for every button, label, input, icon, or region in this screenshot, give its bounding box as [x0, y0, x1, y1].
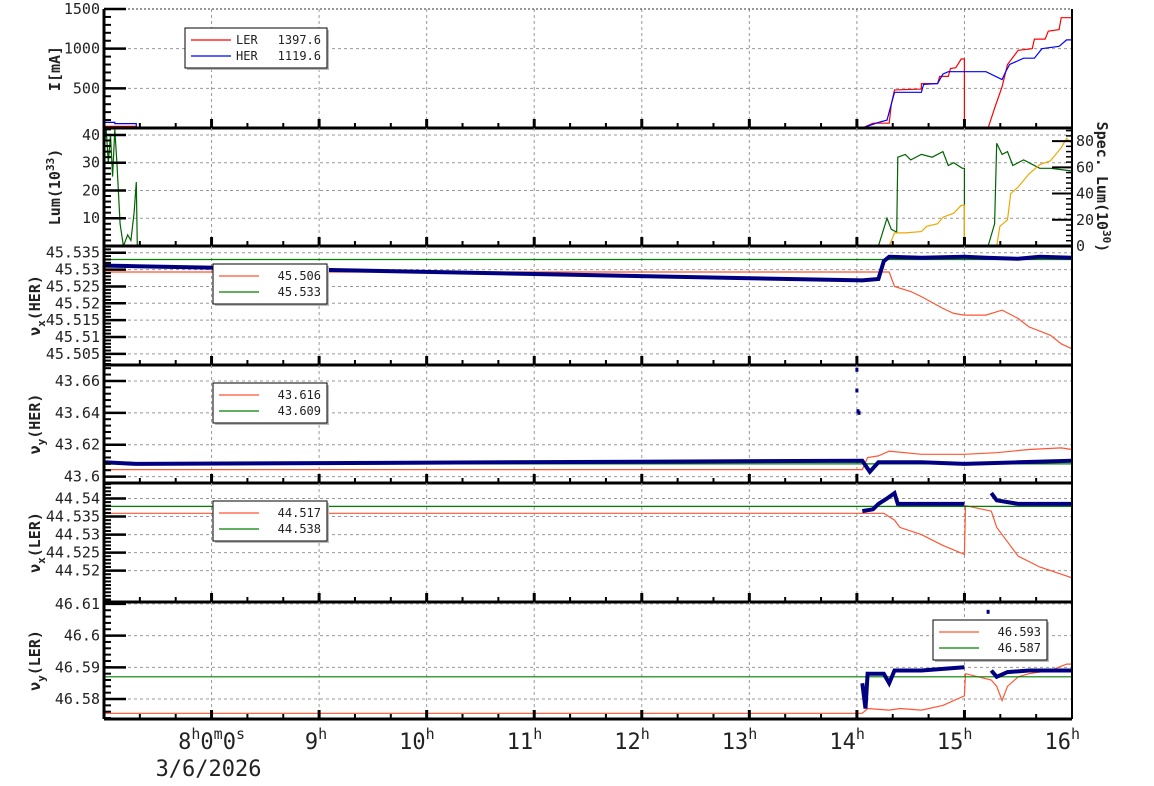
y-tick-label: 45.505: [46, 345, 100, 363]
y-tick-label: 43.66: [55, 372, 100, 390]
y-tick-label: 46.6: [64, 627, 100, 645]
data-point-outliers: [855, 388, 859, 393]
x-tick-label: 13h: [722, 725, 758, 755]
x-tick-label: 16h: [1044, 725, 1080, 755]
y-tick-label: 45.53: [55, 261, 100, 279]
y-tick-label: 45.52: [55, 294, 100, 312]
x-tick-label: 10h: [399, 725, 435, 755]
y-right-tick-label: 40: [1076, 185, 1094, 203]
legend-box: [212, 263, 328, 305]
y-tick-label: 46.59: [55, 658, 100, 676]
y-tick-label: 44.53: [55, 526, 100, 544]
y-right-tick-label: 20: [1076, 211, 1094, 229]
legend: 45.506 45.533: [212, 263, 329, 306]
data-point-outliers: [986, 609, 990, 614]
legend-box: [932, 619, 1048, 661]
legend-value: 44.538: [278, 522, 321, 536]
series-line-measured: [861, 489, 965, 514]
series-line-ref-red: [104, 663, 1072, 714]
y-tick-label: 45.525: [46, 277, 100, 295]
series-line-LER: [104, 17, 1072, 128]
panel-nuy-her: 43.6 43.62 43.64 43.66 νy(HER) 43.616 43.609: [26, 365, 1073, 486]
y-tick-label: 500: [73, 79, 100, 97]
series-line-measured-2: [989, 668, 1072, 680]
x-tick-label: 14h: [829, 725, 865, 755]
y-tick-label: 46.58: [55, 690, 100, 708]
legend-label: LER: [236, 33, 258, 47]
series-line-ref-red: [104, 447, 1072, 471]
y-tick-label: 45.535: [46, 244, 100, 262]
series-line-measured: [860, 665, 965, 709]
y-tick-label: 20: [82, 181, 100, 199]
series-line-Spec. Lum: [104, 137, 1072, 246]
y-tick-label: 1000: [64, 40, 100, 58]
y-tick-label: 43.64: [55, 404, 100, 422]
series-line-measured-2: [989, 491, 1072, 506]
y-tick-label: 45.51: [55, 328, 100, 346]
y-tick-label: 40: [82, 126, 100, 144]
panel-nuy-ler: 46.58 46.59 46.6 46.61 νy(LER) 46.593 46.587: [26, 595, 1073, 721]
y-tick-label: 44.535: [46, 508, 100, 526]
y-axis-title: νx(LER): [26, 512, 48, 573]
y-tick-label: 45.515: [46, 311, 100, 329]
legend-value: 1397.6: [278, 33, 321, 47]
y-right-axis-title: Spec. Lum(1030): [1093, 122, 1113, 253]
y-axis-title: νx(HER): [26, 275, 48, 336]
y-axis-title: Lum(1033): [44, 149, 64, 225]
x-tick-label: 8h0m0s: [178, 725, 245, 755]
series-line-measured: [104, 254, 1072, 283]
legend-value: 45.533: [278, 285, 321, 299]
x-tick-label: 9h: [305, 725, 327, 755]
data-point-outliers: [855, 367, 859, 372]
y-axis-title: νy(HER): [26, 394, 48, 455]
legend-value: 44.517: [278, 506, 321, 520]
y-tick-label: 44.54: [55, 490, 100, 508]
legend: 46.593 46.587: [932, 619, 1049, 662]
y-tick-label: 43.62: [55, 436, 100, 454]
legend: LER 1397.6 HER 1119.6: [184, 27, 329, 70]
y-tick-label: 1500: [64, 0, 100, 18]
legend-box: [212, 382, 328, 424]
x-tick-label: 11h: [507, 725, 543, 755]
panel-current: 500 1000 1500 I[mA] LER 1397.6 HER 1119.6: [46, 0, 1073, 130]
legend-value: 46.587: [998, 641, 1041, 655]
legend-value: 43.609: [278, 404, 321, 418]
x-axis-date: 3/6/2026: [156, 757, 262, 782]
series-line-Lum: [104, 129, 1072, 246]
y-tick-label: 46.61: [55, 595, 100, 613]
y-tick-label: 44.525: [46, 544, 100, 562]
legend-value: 43.616: [278, 388, 321, 402]
x-tick-label: 12h: [614, 725, 650, 755]
legend-box: [212, 500, 328, 542]
legend: 43.616 43.609: [212, 382, 329, 425]
legend-value: 1119.6: [278, 49, 321, 63]
legend-label: HER: [236, 49, 258, 63]
y-tick-label: 44.52: [55, 562, 100, 580]
y-axis-title: I[mA]: [46, 46, 64, 91]
y-tick-label: 10: [82, 209, 100, 227]
legend: 44.517 44.538: [212, 500, 329, 543]
series-line-measured: [104, 458, 1072, 476]
y-right-tick-label: 80: [1076, 132, 1094, 150]
legend-box: [184, 27, 328, 69]
y-tick-label: 43.6: [64, 468, 100, 486]
y-right-tick-label: 0: [1076, 237, 1085, 255]
series-line-ref-red: [104, 271, 1072, 350]
y-tick-label: 30: [82, 154, 100, 172]
data-point-outliers: [857, 410, 861, 415]
x-tick-label: 15h: [937, 725, 973, 755]
y-axis-title: νy(LER): [26, 630, 48, 691]
y-right-tick-label: 60: [1076, 158, 1094, 176]
legend-value: 46.593: [998, 625, 1041, 639]
legend-value: 45.506: [278, 269, 321, 283]
series-line-ref-red: [104, 504, 1072, 579]
